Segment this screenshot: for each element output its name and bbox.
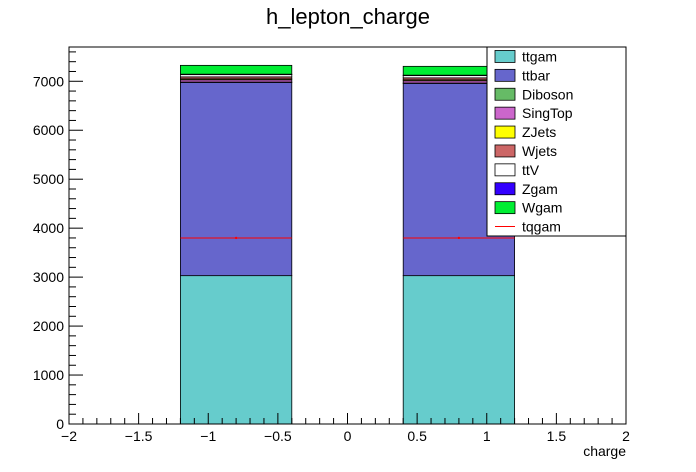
x-tick-label: 1.5	[547, 428, 567, 444]
x-tick-label: 0	[344, 428, 352, 444]
x-tick-label: 1	[483, 428, 491, 444]
legend-label-wgam: Wgam	[522, 200, 562, 216]
legend-label-wjets: Wjets	[522, 143, 557, 159]
y-tick-label: 7000	[33, 73, 64, 89]
y-tick-label: 6000	[33, 122, 64, 138]
legend-swatch-diboson	[494, 87, 516, 101]
legend-label-ttbar: ttbar	[522, 67, 550, 83]
x-tick-label: −1.5	[125, 428, 153, 444]
y-tick-label: 0	[56, 416, 64, 432]
bar-ttgam-bin-1	[179, 275, 293, 425]
legend-swatch-zjets	[494, 125, 516, 139]
overlay-tqgam-point-2	[457, 236, 461, 240]
y-tick-label: 4000	[33, 220, 64, 236]
x-tick-label: −1	[200, 428, 216, 444]
legend-swatch-ttv	[494, 163, 516, 177]
bars-layer	[179, 64, 516, 425]
legend-label-diboson: Diboson	[522, 86, 573, 102]
x-tick-label: 2	[622, 428, 630, 444]
legend-label-zgam: Zgam	[522, 181, 558, 197]
legend-swatch-wjets	[494, 144, 516, 158]
legend-label-tqgam: tqgam	[522, 219, 561, 235]
legend-label-zjets: ZJets	[522, 124, 556, 140]
legend-label-ttgam: ttgam	[522, 48, 557, 64]
overlay-tqgam-point-1	[234, 236, 238, 240]
legend-label-ttv: ttV	[522, 162, 540, 178]
legend-swatch-singtop	[494, 106, 516, 120]
x-tick-label: 0.5	[407, 428, 427, 444]
y-tick-label: 1000	[33, 367, 64, 383]
legend-swatch-zgam	[494, 182, 516, 196]
legend-swatch-ttgam	[494, 50, 516, 63]
y-tick-label: 3000	[33, 269, 64, 285]
x-tick-label: −0.5	[264, 428, 292, 444]
y-axis: 0 1000 2000 3000 4000 5000 6000 7000	[33, 51, 83, 432]
legend: ttgam ttbar Diboson SingTop ZJets Wjets ttV Zga…	[486, 46, 627, 237]
legend-swatch-ttbar	[494, 68, 516, 82]
overlay-layer	[180, 236, 515, 240]
x-axis: −2 −1.5 −1 −0.5 0 0.5 1 1.5 2	[61, 413, 630, 444]
bar-wgam-bin-1	[179, 64, 293, 75]
bar-ttbar-bin-1	[179, 81, 293, 277]
x-tick-label: −2	[61, 428, 77, 444]
legend-label-singtop: SingTop	[522, 105, 573, 121]
legend-swatch-wgam	[494, 201, 516, 215]
chart-title: h_lepton_charge	[266, 4, 430, 29]
x-axis-label: charge	[583, 443, 626, 459]
y-tick-label: 5000	[33, 171, 64, 187]
bar-ttgam-bin-2	[402, 275, 516, 425]
y-tick-label: 2000	[33, 318, 64, 334]
